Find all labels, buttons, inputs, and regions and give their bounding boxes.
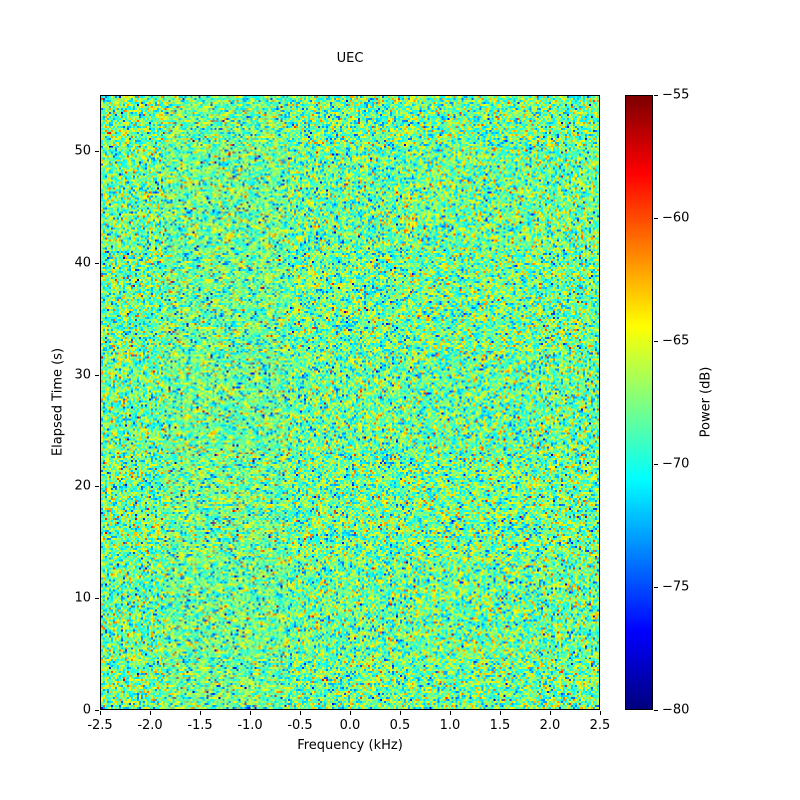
colorbar (625, 95, 653, 710)
y-tick-mark (95, 710, 99, 711)
y-tick-label: 10 (74, 590, 91, 606)
x-tick-label: -1.5 (187, 718, 213, 733)
x-tick-mark (100, 711, 101, 715)
x-tick-mark (550, 711, 551, 715)
y-tick-label: 0 (82, 702, 91, 718)
colorbar-gradient-canvas (626, 96, 652, 709)
x-tick-label: -0.5 (287, 718, 313, 733)
x-tick-label: 1.5 (489, 718, 511, 733)
x-tick-mark (600, 711, 601, 715)
y-tick-label: 50 (74, 143, 91, 159)
x-tick-label: 0.0 (339, 718, 361, 733)
colorbar-tick-mark (654, 464, 658, 465)
y-tick-mark (95, 262, 99, 264)
x-tick-mark (200, 711, 201, 715)
x-tick-label: 2.0 (539, 718, 561, 733)
chart-title: UEC (336, 51, 364, 66)
plot-area (100, 95, 600, 710)
colorbar-tick-label: −80 (662, 702, 690, 718)
colorbar-tick-label: −65 (662, 333, 690, 349)
colorbar-tick-mark (654, 587, 658, 588)
x-tick-mark (400, 711, 401, 715)
x-tick-mark (300, 711, 301, 715)
colorbar-tick-mark (654, 710, 658, 711)
colorbar-tick-label: −75 (662, 579, 690, 595)
x-tick-mark (350, 711, 351, 715)
y-tick-mark (95, 598, 99, 600)
x-tick-mark (250, 711, 251, 715)
colorbar-tick-mark (654, 218, 658, 219)
x-tick-mark (450, 711, 451, 715)
y-tick-mark (95, 150, 99, 152)
y-axis-label: Elapsed Time (s) (50, 347, 66, 457)
y-tick-label: 30 (74, 367, 91, 383)
y-tick-label: 40 (74, 255, 91, 271)
colorbar-tick-mark (654, 341, 658, 342)
x-tick-label: 2.5 (589, 718, 611, 733)
y-tick-mark (95, 486, 99, 488)
y-tick-label: 20 (74, 478, 91, 494)
x-tick-label: -2.0 (137, 718, 163, 733)
x-axis-label: Frequency (kHz) (297, 738, 403, 753)
x-tick-label: -2.5 (87, 718, 113, 733)
colorbar-label: Power (dB) (698, 366, 714, 438)
x-tick-mark (500, 711, 501, 715)
x-tick-label: -1.0 (237, 718, 263, 733)
x-tick-mark (150, 711, 151, 715)
colorbar-tick-label: −55 (662, 87, 690, 103)
y-tick-mark (95, 374, 99, 376)
colorbar-tick-label: −60 (662, 210, 690, 226)
x-tick-label: 0.5 (389, 718, 411, 733)
colorbar-tick-mark (654, 95, 658, 96)
x-tick-label: 1.0 (439, 718, 461, 733)
spectrogram-heatmap-canvas (101, 96, 599, 709)
colorbar-tick-label: −70 (662, 456, 690, 472)
